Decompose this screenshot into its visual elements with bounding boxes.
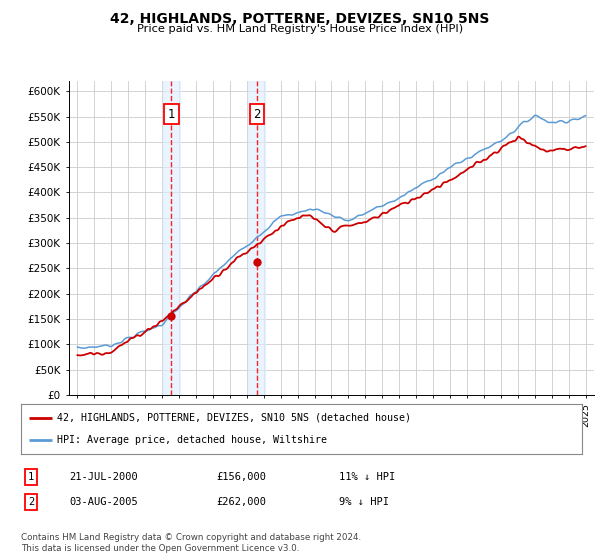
Text: 1: 1 (28, 472, 34, 482)
Bar (248, 81, 265, 395)
Text: HPI: Average price, detached house, Wiltshire: HPI: Average price, detached house, Wilt… (58, 435, 328, 445)
Text: 2: 2 (253, 108, 260, 120)
Text: £156,000: £156,000 (216, 472, 266, 482)
Text: £262,000: £262,000 (216, 497, 266, 507)
Text: 21-JUL-2000: 21-JUL-2000 (69, 472, 138, 482)
Text: 03-AUG-2005: 03-AUG-2005 (69, 497, 138, 507)
Text: 42, HIGHLANDS, POTTERNE, DEVIZES, SN10 5NS: 42, HIGHLANDS, POTTERNE, DEVIZES, SN10 5… (110, 12, 490, 26)
Text: 1: 1 (168, 108, 175, 120)
Bar (163, 81, 180, 395)
Text: 42, HIGHLANDS, POTTERNE, DEVIZES, SN10 5NS (detached house): 42, HIGHLANDS, POTTERNE, DEVIZES, SN10 5… (58, 413, 412, 423)
Text: Contains HM Land Registry data © Crown copyright and database right 2024.
This d: Contains HM Land Registry data © Crown c… (21, 533, 361, 553)
Text: 11% ↓ HPI: 11% ↓ HPI (339, 472, 395, 482)
Text: Price paid vs. HM Land Registry's House Price Index (HPI): Price paid vs. HM Land Registry's House … (137, 24, 463, 34)
Text: 2: 2 (28, 497, 34, 507)
Text: 9% ↓ HPI: 9% ↓ HPI (339, 497, 389, 507)
